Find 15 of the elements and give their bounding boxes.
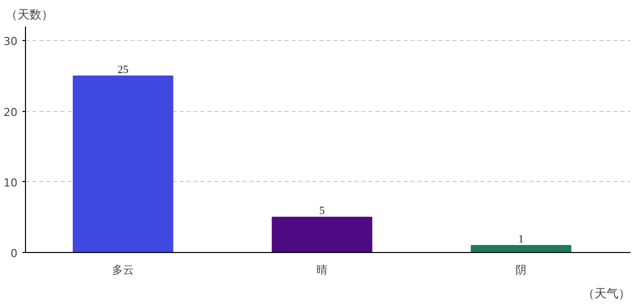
y-tick-label: 10 xyxy=(4,176,18,190)
x-tick-label: 阴 xyxy=(516,264,527,276)
x-tick-label: 晴 xyxy=(316,264,328,276)
bar xyxy=(470,244,572,252)
x-axis-title: （天气） xyxy=(582,286,630,300)
data-label: 25 xyxy=(118,64,130,76)
y-tick-label: 0 xyxy=(10,247,18,260)
y-tick-label: 30 xyxy=(4,35,18,48)
x-tick-label: 多云 xyxy=(112,264,134,276)
bar xyxy=(72,75,174,252)
bar xyxy=(272,216,372,252)
y-tick-label: 20 xyxy=(4,106,18,119)
data-label: 5 xyxy=(319,205,326,218)
y-axis-title: （天数） xyxy=(6,8,54,22)
data-label: 1 xyxy=(518,233,524,246)
